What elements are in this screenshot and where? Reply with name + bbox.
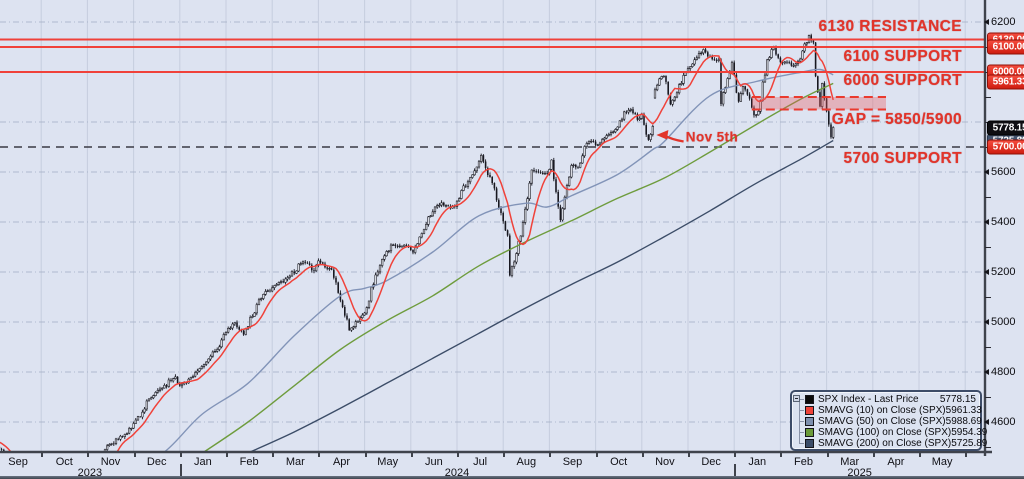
legend-row-smavg-100[interactable]: SMAVG (100) on Close (SPX) 5954.39 — [796, 427, 987, 438]
legend-row-smavg-10[interactable]: SMAVG (10) on Close (SPX) 5961.33 — [796, 405, 982, 416]
legend-label: SMAVG (100) on Close (SPX) — [818, 427, 952, 438]
x-axis-month-mar-18: Mar — [840, 456, 860, 468]
x-axis-month-feb-5: Feb — [239, 456, 259, 468]
x-axis-boundary-tick — [826, 452, 829, 457]
annotation-5700-support: 5700 SUPPORT — [843, 149, 962, 167]
x-axis-month-sep-12: Sep — [562, 456, 583, 468]
annotation-nov-5th: Nov 5th — [685, 129, 739, 145]
x-axis-month-mar-6: Mar — [285, 456, 305, 468]
x-axis-month-dec-15: Dec — [701, 456, 721, 468]
x-axis-month-nov-2: Nov — [100, 456, 121, 468]
x-axis-boundary-tick — [272, 452, 275, 457]
x-axis-boundary-tick — [133, 452, 136, 457]
legend-value: 5954.39 — [951, 427, 988, 438]
legend-row-smavg-50[interactable]: SMAVG (50) on Close (SPX) 5988.69 — [796, 416, 982, 427]
x-axis-month-may-8: May — [377, 456, 399, 468]
x-axis-boundary-tick — [503, 452, 506, 457]
y-axis-minor-tick — [985, 447, 991, 448]
legend-value: 5988.69 — [945, 416, 982, 427]
x-axis-month-oct-13: Oct — [610, 456, 628, 468]
x-axis-month-nov-14: Nov — [655, 456, 675, 468]
legend-label: SMAVG (50) on Close (SPX) — [818, 416, 946, 427]
x-axis-boundary-tick — [872, 452, 875, 457]
annotation-6130-resistance: 6130 RESISTANCE — [818, 18, 962, 35]
x-axis-month-jan-16: Jan — [748, 456, 767, 468]
y-axis-tick-5600: 5600 — [983, 166, 1016, 178]
x-axis-boundary-tick — [87, 452, 90, 457]
x-axis-boundary-tick — [734, 452, 737, 457]
legend-tree-line — [796, 416, 805, 427]
y-axis-tick-4800: 4800 — [983, 366, 1016, 378]
x-axis-month-apr-19: Apr — [887, 456, 905, 468]
y-axis-minor-tick — [985, 397, 991, 398]
y-axis-minor-tick — [985, 197, 991, 198]
x-axis-month-may-20: May — [931, 456, 953, 468]
x-axis-boundary-tick — [641, 452, 644, 457]
x-axis-boundary-tick — [549, 452, 552, 457]
y-axis-minor-tick — [985, 347, 991, 348]
legend-collapse-icon[interactable] — [793, 395, 800, 402]
x-axis-month-sep-0: Sep — [8, 456, 28, 468]
x-axis-boundary-tick — [364, 452, 367, 457]
y-axis-tick-5000: 5000 — [983, 316, 1016, 328]
annotation-6000-support: 6000 SUPPORT — [843, 71, 962, 89]
x-axis-boundary-tick — [595, 452, 598, 457]
x-axis-month-jan-4: Jan — [194, 456, 212, 468]
legend-tree-line — [796, 427, 805, 438]
x-axis-boundary-tick — [318, 452, 321, 457]
chart-legend[interactable]: SPX Index - Last Price 5778.15 SMAVG (10… — [790, 390, 987, 451]
y-axis-minor-tick — [985, 247, 991, 248]
price-badge-5700-00: 5700.00 — [987, 139, 1024, 155]
x-axis-boundary-tick — [688, 452, 690, 457]
legend-value: 5961.33 — [945, 405, 982, 416]
x-axis-month-oct-1: Oct — [55, 456, 73, 468]
x-axis-month-jul-10: Jul — [473, 456, 488, 468]
annotation-6100-support: 6100 SUPPORT — [843, 48, 962, 65]
y-axis-tick-4600: 4600 — [983, 416, 1016, 428]
x-axis-month-aug-11: Aug — [516, 456, 537, 468]
y-axis-tick-5200: 5200 — [983, 266, 1016, 278]
x-axis-boundary-tick — [919, 452, 921, 457]
x-axis-year-divider — [734, 464, 737, 478]
legend-tree-line — [796, 438, 805, 449]
price-badge-5961-33: 5961.33 — [987, 74, 1024, 90]
y-axis-minor-tick — [985, 97, 991, 98]
legend-swatch-smavg100 — [805, 428, 814, 437]
price-badge-5778-15: 5778.15 — [987, 120, 1024, 135]
x-axis-boundary-tick — [226, 452, 228, 457]
x-axis-month-apr-7: Apr — [332, 456, 351, 468]
legend-value: 5778.15 — [939, 394, 976, 405]
legend-swatch-smavg50 — [805, 417, 814, 426]
x-axis-month-feb-17: Feb — [794, 456, 813, 468]
legend-swatch-smavg200 — [805, 439, 814, 448]
y-axis-minor-tick — [985, 297, 991, 298]
x-axis-boundary-tick — [965, 452, 968, 457]
y-axis-tick-6200: 6200 — [983, 16, 1016, 28]
price-badge-6100-00: 6100.00 — [987, 39, 1024, 55]
x-axis-boundary-tick — [179, 452, 182, 457]
x-axis-year-divider — [179, 464, 182, 478]
legend-row-last-price[interactable]: SPX Index - Last Price 5778.15 — [796, 394, 976, 405]
legend-label: SPX Index - Last Price — [818, 394, 919, 405]
window-bottom-edge — [0, 476, 1024, 479]
legend-value: 5725.89 — [951, 438, 988, 449]
legend-label: SMAVG (10) on Close (SPX) — [818, 405, 946, 416]
legend-row-smavg-200[interactable]: SMAVG (200) on Close (SPX) 5725.89 — [796, 438, 987, 449]
x-axis-boundary-tick — [780, 452, 783, 457]
legend-swatch-spx — [805, 395, 814, 404]
x-axis-month-jun-9: Jun — [425, 456, 443, 468]
x-axis-boundary-tick — [457, 452, 459, 457]
y-axis-tick-5400: 5400 — [983, 216, 1016, 228]
x-axis-month-dec-3: Dec — [146, 456, 167, 468]
legend-tree-line — [796, 405, 805, 416]
legend-swatch-smavg10 — [805, 406, 814, 415]
legend-label: SMAVG (200) on Close (SPX) — [818, 438, 952, 449]
annotation-gap: GAP = 5850/5900 — [831, 110, 962, 128]
x-axis-boundary-tick — [41, 452, 44, 457]
x-axis-boundary-tick — [410, 452, 413, 457]
